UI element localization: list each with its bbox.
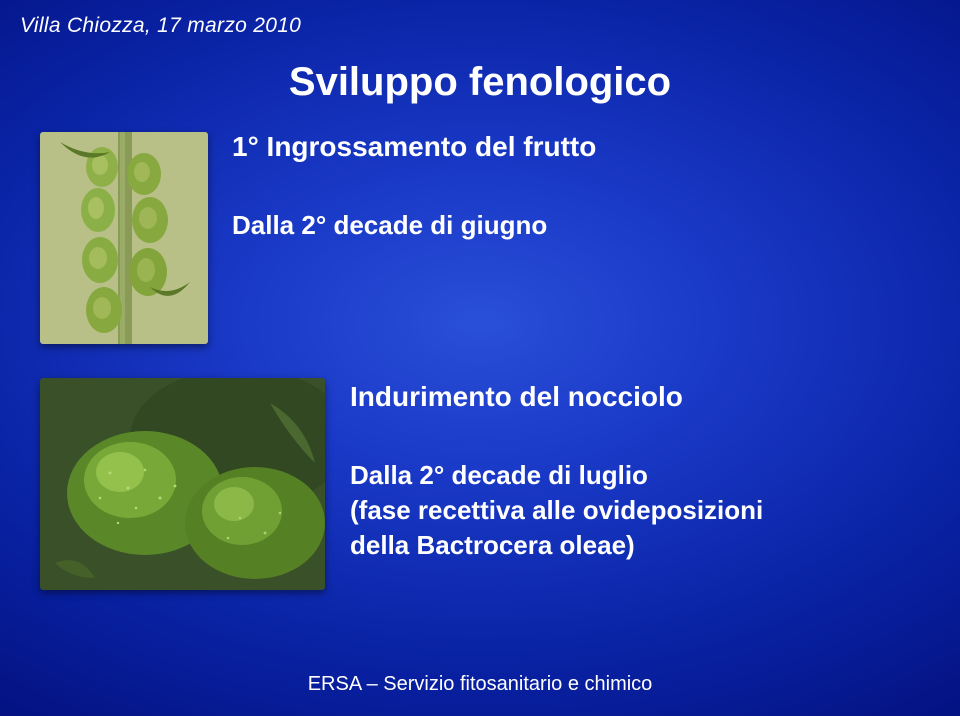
image-pit-hardening xyxy=(40,378,325,590)
section2-heading: Indurimento del nocciolo xyxy=(350,378,763,416)
section1-sub: Dalla 2° decade di giugno xyxy=(232,208,596,243)
section1: 1° Ingrossamento del frutto Dalla 2° dec… xyxy=(232,128,596,243)
section2-sub: Dalla 2° decade di luglio xyxy=(350,458,763,493)
page-footer: ERSA – Servizio fitosanitario e chimico xyxy=(308,673,653,696)
page-title: Sviluppo fenologico xyxy=(289,60,671,105)
section2-note1: (fase recettiva alle ovideposizioni xyxy=(350,493,763,528)
page-header: Villa Chiozza, 17 marzo 2010 xyxy=(20,14,301,38)
image-fruit-growth xyxy=(40,132,208,344)
section2-note2: della Bactrocera oleae) xyxy=(350,528,763,563)
section1-heading: 1° Ingrossamento del frutto xyxy=(232,128,596,166)
section2: Indurimento del nocciolo Dalla 2° decade… xyxy=(350,378,763,563)
